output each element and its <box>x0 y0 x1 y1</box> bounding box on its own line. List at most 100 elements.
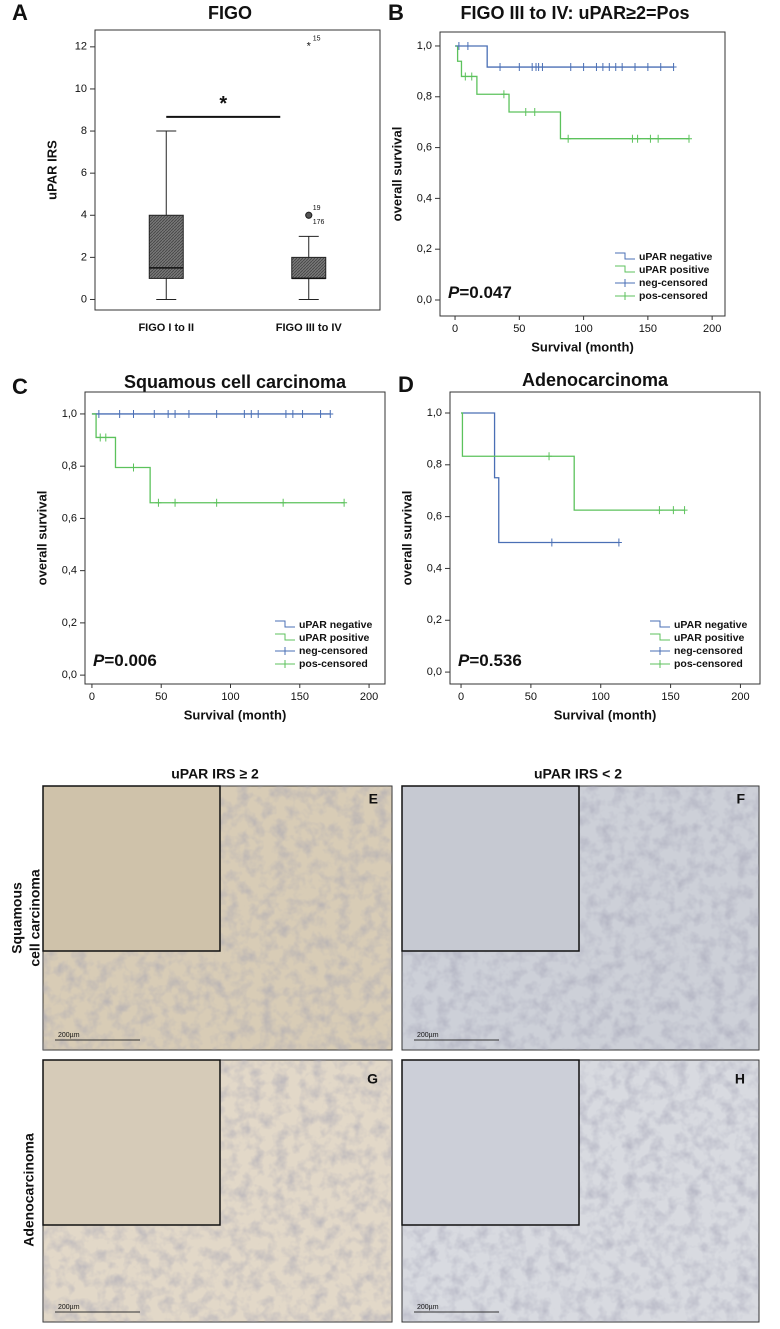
legend-label: uPAR positive <box>639 264 710 276</box>
x-tick-label: 150 <box>661 691 679 703</box>
censor-mark <box>317 409 324 418</box>
y-tick-label: 0,2 <box>62 617 77 629</box>
censor-mark <box>632 63 639 72</box>
scale-bars: 200µm 200µm 200µm 200µm <box>55 1032 499 1313</box>
censor-mark <box>172 409 179 418</box>
censor-mark <box>97 433 104 442</box>
censor-mark <box>299 409 306 418</box>
column-header: uPAR IRS ≥ 2 <box>171 766 259 782</box>
legend-label: pos-censored <box>299 658 368 670</box>
y-tick-label: 1,0 <box>427 407 442 419</box>
column-header: uPAR IRS < 2 <box>534 766 622 782</box>
x-tick-label: 150 <box>291 691 309 703</box>
panel-label: G <box>367 1071 378 1087</box>
censor-mark <box>580 63 587 72</box>
x-tick-label: FIGO III to IV <box>276 322 343 334</box>
outlier <box>305 211 313 219</box>
x-tick-label: 100 <box>574 323 592 335</box>
censor-mark <box>130 409 137 418</box>
panel-label: B <box>388 0 404 25</box>
censor-mark <box>615 538 622 547</box>
panel-label: F <box>736 791 745 807</box>
censor-mark <box>116 409 123 418</box>
x-tick-label: 50 <box>155 691 167 703</box>
y-tick-label: 1,0 <box>62 408 77 420</box>
plot-frame <box>94 29 381 311</box>
y-tick-label: 0,6 <box>417 141 432 153</box>
legend-symbol <box>275 620 295 628</box>
row-header: Squamous <box>9 882 25 954</box>
p-prefix: P <box>93 651 105 670</box>
inset <box>42 1059 221 1226</box>
censor-mark <box>341 498 348 507</box>
chart-title: FIGO III to IV: uPAR≥2=Pos <box>460 3 689 23</box>
p-prefix: P <box>458 651 470 670</box>
censor-mark <box>497 63 504 72</box>
censor-mark <box>455 41 462 50</box>
censor-mark <box>500 90 507 99</box>
survival-line <box>91 413 345 504</box>
legend-label: neg-censored <box>674 645 743 657</box>
scale-label: 200µm <box>58 1304 80 1311</box>
censor-mark <box>282 409 289 418</box>
x-tick-label: 50 <box>513 323 525 335</box>
censor-mark <box>670 63 677 72</box>
legend-symbol <box>650 620 670 628</box>
survival-line <box>461 412 619 544</box>
chart-title: Squamous cell carcinoma <box>124 372 347 392</box>
x-tick-label: 150 <box>639 323 657 335</box>
censor-mark <box>548 538 555 547</box>
censor-mark <box>255 409 262 418</box>
censor-mark <box>681 506 688 515</box>
x-tick-label: 0 <box>452 323 458 335</box>
censor-mark <box>248 409 255 418</box>
plot-frame <box>439 31 726 317</box>
plot-frame <box>449 391 761 685</box>
legend-label: uPAR negative <box>674 619 747 631</box>
x-tick-label: 50 <box>525 691 537 703</box>
censor-mark <box>655 134 662 143</box>
y-axis-label: overall survival <box>34 491 49 586</box>
survival-line <box>461 412 685 511</box>
censor-mark <box>280 498 287 507</box>
legend-symbol <box>650 633 670 641</box>
y-tick-label: 0,6 <box>427 511 442 523</box>
plot-frame <box>84 391 386 685</box>
censor-mark <box>567 63 574 72</box>
censor-mark <box>468 72 475 81</box>
scale-label: 200µm <box>417 1304 439 1311</box>
censor-mark <box>599 63 606 72</box>
inset <box>42 785 221 952</box>
x-axis-label: Survival (month) <box>554 707 657 722</box>
y-tick-label: 0,0 <box>427 666 442 678</box>
legend-symbol <box>275 647 295 655</box>
extreme: * <box>307 41 312 53</box>
y-tick-label: 0,8 <box>427 459 442 471</box>
panel-label: D <box>398 372 414 397</box>
censor-mark <box>130 463 137 472</box>
legend-symbol <box>275 633 295 641</box>
censor-mark <box>165 409 172 418</box>
censor-mark <box>634 134 641 143</box>
p-value: P=0.006 <box>93 651 157 670</box>
x-tick-label: 100 <box>221 691 239 703</box>
censor-mark <box>612 63 619 72</box>
censor-mark <box>327 409 334 418</box>
x-tick-label: 200 <box>360 691 378 703</box>
box <box>148 214 184 279</box>
censor-mark <box>522 108 529 117</box>
legend-label: uPAR negative <box>299 619 372 631</box>
y-tick-label: 4 <box>81 209 87 221</box>
chart-title: FIGO <box>208 3 252 23</box>
p-number: =0.006 <box>104 651 156 670</box>
legend-symbol <box>275 660 295 668</box>
y-tick-label: 0,2 <box>427 614 442 626</box>
extreme-label: 15 <box>313 36 321 43</box>
censor-mark <box>289 409 296 418</box>
y-tick-label: 0 <box>81 293 87 305</box>
legend-symbol <box>615 265 635 273</box>
legend-symbol <box>615 279 635 287</box>
row-header: cell carcinoma <box>27 869 43 966</box>
panel-label: A <box>12 0 28 25</box>
